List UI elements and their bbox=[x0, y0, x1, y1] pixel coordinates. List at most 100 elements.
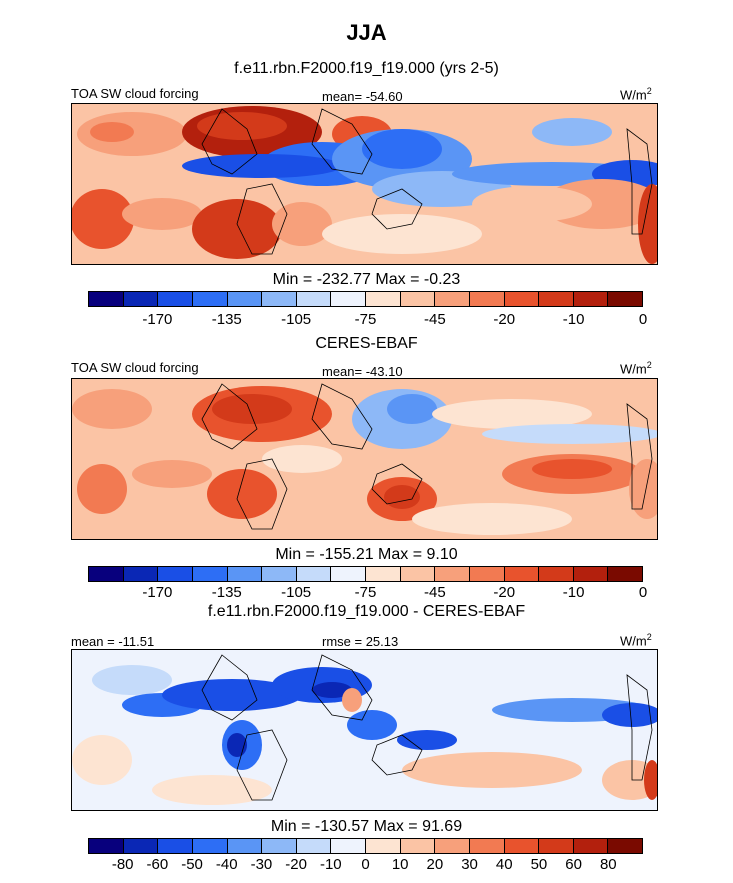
panel-2-unit-label: W/m2 bbox=[620, 360, 652, 377]
panel-2-contour-field bbox=[72, 379, 657, 539]
panel-2-map bbox=[71, 378, 658, 540]
panel-2-colorbar bbox=[88, 566, 643, 582]
panel-3-coastlines bbox=[201, 654, 653, 801]
colorbar-swatch bbox=[608, 567, 642, 581]
colorbar-tick-label: -135 bbox=[211, 584, 242, 601]
panel-2-coastlines bbox=[201, 383, 653, 530]
colorbar-tick-label: -105 bbox=[281, 584, 312, 601]
colorbar-swatch bbox=[366, 839, 401, 853]
panel-3-colorbar bbox=[88, 838, 643, 854]
colorbar-swatch bbox=[469, 839, 505, 853]
colorbar-tick-label: -50 bbox=[181, 856, 203, 873]
colorbar-tick-label: 40 bbox=[495, 856, 513, 873]
colorbar-tick-label: -45 bbox=[424, 311, 446, 328]
colorbar-swatch bbox=[158, 839, 193, 853]
colorbar-swatch bbox=[227, 292, 263, 306]
colorbar-tick-label: -105 bbox=[281, 311, 312, 328]
colorbar-tick-label: -80 bbox=[111, 856, 134, 873]
panel-3-title: f.e11.rbn.F2000.f19_f19.000 - CERES-EBAF bbox=[207, 603, 526, 620]
panel-1-min-max: Min = -232.77 Max = -0.23 bbox=[272, 271, 461, 288]
panel-1-unit-label: W/m2 bbox=[620, 86, 652, 103]
panel-1-colorbar-ticks: -170 -135 -105 -75 -45 -20 -10 0 bbox=[88, 311, 647, 329]
colorbar-swatch bbox=[331, 292, 366, 306]
colorbar-swatch bbox=[469, 567, 505, 581]
colorbar-tick-label: -60 bbox=[146, 856, 169, 873]
colorbar-tick-label: -20 bbox=[493, 584, 516, 601]
colorbar-tick-label: -10 bbox=[562, 584, 585, 601]
colorbar-tick-label: 0 bbox=[638, 311, 648, 328]
colorbar-tick-label: -20 bbox=[285, 856, 307, 873]
colorbar-swatch bbox=[504, 839, 540, 853]
colorbar-swatch bbox=[469, 292, 505, 306]
panel-2-colorbar-ticks: -170 -135 -105 -75 -45 -20 -10 0 bbox=[88, 584, 647, 602]
figure-title: JJA bbox=[346, 20, 387, 45]
panel-3-colorbar-ticks: -80 -60 -50 -40 -30 -20 -10 0 10 20 30 40 50 60 80 bbox=[88, 856, 643, 874]
colorbar-swatch bbox=[331, 839, 366, 853]
panel-3-rmse-label: rmse = 25.13 bbox=[322, 634, 399, 649]
panel-3-contour-field bbox=[72, 650, 657, 810]
colorbar-tick-label: -170 bbox=[142, 311, 173, 328]
colorbar-swatch bbox=[400, 839, 436, 853]
panel-2-variable-label: TOA SW cloud forcing bbox=[71, 360, 199, 375]
colorbar-swatch bbox=[435, 292, 470, 306]
colorbar-swatch bbox=[573, 839, 609, 853]
colorbar-swatch bbox=[331, 567, 366, 581]
colorbar-swatch bbox=[192, 839, 228, 853]
colorbar-tick-label: -45 bbox=[424, 584, 446, 601]
colorbar-swatch bbox=[573, 567, 609, 581]
colorbar-swatch bbox=[539, 839, 574, 853]
colorbar-swatch bbox=[366, 567, 401, 581]
panel-1-colorbar bbox=[88, 291, 643, 307]
panel-3-mean-label: mean = -11.51 bbox=[71, 634, 155, 649]
colorbar-tick-label: 60 bbox=[565, 856, 582, 873]
colorbar-tick-label: -75 bbox=[354, 311, 377, 328]
colorbar-tick-label: -135 bbox=[211, 311, 242, 328]
colorbar-swatch bbox=[262, 567, 297, 581]
colorbar-swatch bbox=[262, 839, 297, 853]
colorbar-tick-label: 0 bbox=[361, 856, 370, 873]
colorbar-tick-label: -20 bbox=[493, 311, 516, 328]
colorbar-swatch bbox=[504, 567, 540, 581]
panel-3-map bbox=[71, 649, 658, 811]
panel-2-title: CERES-EBAF bbox=[315, 335, 418, 352]
colorbar-tick-label: 10 bbox=[391, 856, 409, 873]
colorbar-swatch bbox=[400, 567, 436, 581]
colorbar-swatch bbox=[296, 292, 332, 306]
panel-1-map bbox=[71, 103, 658, 265]
panel-2-min-max: Min = -155.21 Max = 9.10 bbox=[275, 546, 458, 563]
colorbar-swatch bbox=[435, 839, 470, 853]
colorbar-swatch bbox=[366, 292, 401, 306]
colorbar-swatch bbox=[262, 292, 297, 306]
colorbar-swatch bbox=[89, 567, 124, 581]
colorbar-tick-label: -30 bbox=[250, 856, 273, 873]
colorbar-tick-label: -40 bbox=[215, 856, 238, 873]
colorbar-swatch bbox=[608, 292, 642, 306]
colorbar-tick-label: 20 bbox=[426, 856, 444, 873]
panel-2-mean-label: mean= -43.10 bbox=[322, 364, 403, 379]
colorbar-swatch bbox=[608, 839, 642, 853]
panel-1-contour-field bbox=[72, 104, 657, 264]
colorbar-swatch bbox=[227, 839, 263, 853]
colorbar-swatch bbox=[89, 292, 124, 306]
colorbar-swatch bbox=[123, 292, 159, 306]
colorbar-swatch bbox=[573, 292, 609, 306]
panel-1-mean-label: mean= -54.60 bbox=[322, 89, 403, 104]
colorbar-swatch bbox=[158, 567, 193, 581]
colorbar-swatch bbox=[296, 567, 332, 581]
colorbar-swatch bbox=[539, 567, 574, 581]
colorbar-swatch bbox=[400, 292, 436, 306]
colorbar-tick-label: -10 bbox=[319, 856, 342, 873]
colorbar-swatch bbox=[123, 567, 159, 581]
colorbar-tick-label: 0 bbox=[638, 584, 648, 601]
panel-3-unit-label: W/m2 bbox=[620, 632, 652, 649]
colorbar-swatch bbox=[123, 839, 159, 853]
panel-1-coastlines bbox=[201, 108, 653, 255]
colorbar-tick-label: 80 bbox=[599, 856, 617, 873]
colorbar-swatch bbox=[435, 567, 470, 581]
colorbar-swatch bbox=[296, 839, 332, 853]
panel-1-variable-label: TOA SW cloud forcing bbox=[71, 86, 199, 101]
colorbar-tick-label: 50 bbox=[530, 856, 548, 873]
colorbar-tick-label: 30 bbox=[461, 856, 478, 873]
colorbar-tick-label: -10 bbox=[562, 311, 585, 328]
panel-1-title: f.e11.rbn.F2000.f19_f19.000 (yrs 2-5) bbox=[234, 60, 499, 77]
